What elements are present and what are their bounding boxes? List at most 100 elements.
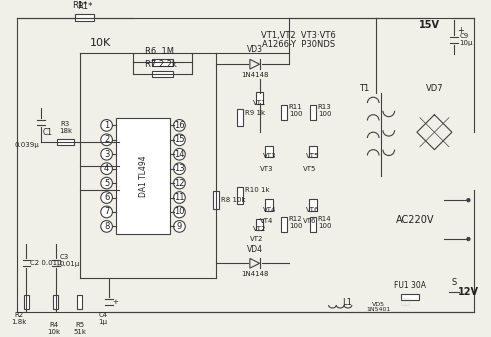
Text: VD4: VD4 <box>246 245 263 254</box>
Bar <box>309 146 317 157</box>
Circle shape <box>101 177 112 189</box>
Circle shape <box>174 177 185 189</box>
Text: VT1: VT1 <box>253 100 266 106</box>
Bar <box>237 109 243 126</box>
Text: R12
100: R12 100 <box>289 216 302 229</box>
Circle shape <box>101 120 112 131</box>
Text: C2 0.01μ: C2 0.01μ <box>30 260 62 266</box>
Text: 7: 7 <box>104 208 109 216</box>
Text: R9 1k: R9 1k <box>245 110 265 116</box>
Text: VT6: VT6 <box>303 218 317 224</box>
Bar <box>310 105 316 120</box>
Bar <box>310 217 316 232</box>
Bar <box>56 139 74 145</box>
Text: C4
1μ: C4 1μ <box>99 312 108 325</box>
Text: VT5: VT5 <box>306 153 320 159</box>
Text: R4
10k: R4 10k <box>47 321 60 335</box>
Circle shape <box>467 199 470 202</box>
Text: R6  1M: R6 1M <box>145 48 174 56</box>
Text: 15V: 15V <box>419 20 440 30</box>
Bar <box>281 217 287 232</box>
Circle shape <box>174 163 185 175</box>
Bar <box>75 14 94 21</box>
Text: DA1 TL494: DA1 TL494 <box>138 155 147 197</box>
Text: R3
18k: R3 18k <box>59 121 72 134</box>
Text: 9: 9 <box>177 222 182 231</box>
Text: VT4: VT4 <box>260 218 273 224</box>
Text: S: S <box>451 278 457 287</box>
Text: 15: 15 <box>174 135 185 144</box>
Text: +: + <box>112 299 118 305</box>
Text: VT3: VT3 <box>263 153 276 159</box>
Text: VT4: VT4 <box>263 207 276 213</box>
Text: 10: 10 <box>174 208 185 216</box>
Text: VT5: VT5 <box>303 166 317 172</box>
Text: R2
1.8k: R2 1.8k <box>11 312 27 325</box>
Bar <box>256 219 264 230</box>
Text: VT3: VT3 <box>260 166 273 172</box>
Text: VT2: VT2 <box>253 226 266 232</box>
Text: AC220V: AC220V <box>396 215 434 224</box>
Text: 1N4148: 1N4148 <box>241 72 269 78</box>
Text: 1N4148: 1N4148 <box>241 271 269 277</box>
Text: VT6: VT6 <box>306 207 320 213</box>
Bar <box>53 295 58 309</box>
Text: R14
100: R14 100 <box>318 216 331 229</box>
Text: 16: 16 <box>174 121 185 130</box>
Bar <box>24 295 29 309</box>
Text: 12V: 12V <box>458 287 479 298</box>
Text: R7 2.2k: R7 2.2k <box>145 60 177 69</box>
Text: 1: 1 <box>104 121 109 130</box>
Circle shape <box>101 221 112 232</box>
Text: VT1,VT2  VT3·VT6: VT1,VT2 VT3·VT6 <box>261 31 336 39</box>
Circle shape <box>174 148 185 160</box>
Circle shape <box>101 148 112 160</box>
Bar <box>256 92 264 104</box>
Text: 8: 8 <box>104 222 109 231</box>
Bar <box>401 295 419 300</box>
Text: 11: 11 <box>174 193 185 202</box>
Bar <box>152 70 173 77</box>
Bar <box>78 295 82 309</box>
Circle shape <box>101 206 112 218</box>
Bar <box>237 187 243 204</box>
Text: R13
100: R13 100 <box>318 104 331 117</box>
Text: VD5
1N5401: VD5 1N5401 <box>366 302 390 312</box>
Text: R1*: R1* <box>77 2 92 11</box>
Text: 4: 4 <box>104 164 109 173</box>
Bar <box>266 146 273 157</box>
Text: 14: 14 <box>174 150 185 159</box>
Circle shape <box>467 238 470 241</box>
Circle shape <box>101 192 112 203</box>
Text: C3
0.01μ: C3 0.01μ <box>59 254 80 267</box>
Text: R11
100: R11 100 <box>289 104 302 117</box>
Text: A1266-Y  P30NDS: A1266-Y P30NDS <box>262 40 335 49</box>
Bar <box>309 199 317 211</box>
Bar <box>281 105 287 120</box>
Text: C1: C1 <box>43 128 53 137</box>
Bar <box>116 118 170 234</box>
Circle shape <box>174 134 185 146</box>
Text: VD7: VD7 <box>426 84 443 93</box>
Text: 3: 3 <box>104 150 109 159</box>
Text: 0.039μ: 0.039μ <box>14 142 39 148</box>
Bar <box>213 191 219 209</box>
Bar <box>266 199 273 211</box>
Circle shape <box>101 163 112 175</box>
Text: VD3: VD3 <box>246 45 263 55</box>
Text: L1: L1 <box>342 298 352 307</box>
Text: T1: T1 <box>359 84 370 93</box>
Text: +: + <box>457 26 464 35</box>
Text: 技术: 技术 <box>400 298 410 307</box>
Text: R10 1k: R10 1k <box>245 187 270 193</box>
Circle shape <box>174 221 185 232</box>
Circle shape <box>101 134 112 146</box>
Text: FU1 30A: FU1 30A <box>394 280 426 289</box>
Text: 6: 6 <box>104 193 109 202</box>
Text: 13: 13 <box>174 164 185 173</box>
Circle shape <box>174 206 185 218</box>
Text: R8 10k: R8 10k <box>221 197 246 203</box>
Text: 12: 12 <box>174 179 185 188</box>
Text: 2: 2 <box>104 135 109 144</box>
Text: VT2: VT2 <box>250 236 263 242</box>
